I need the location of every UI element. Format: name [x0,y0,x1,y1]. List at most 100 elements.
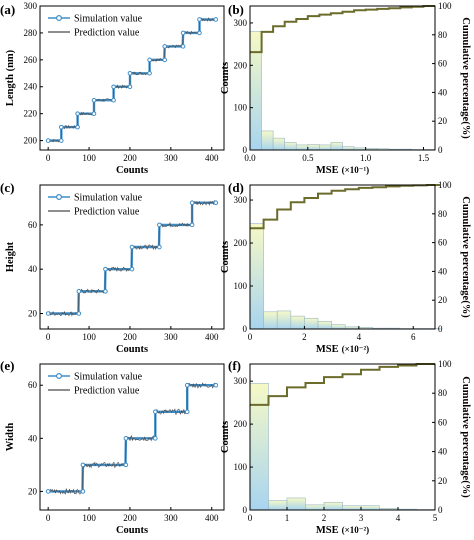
x-tick-label: 0.5 [302,153,314,163]
panel-label: (e) [0,358,14,373]
x-axis-label: Counts [116,165,148,176]
simulation-point [147,70,152,76]
simulation-point [153,409,158,415]
histogram-bar [290,315,305,330]
x-axis-label-scale: (×10⁻²) [342,525,370,535]
y2-tick-label: 40 [438,87,448,97]
x-axis-label-text: MSE [316,525,339,536]
y-tick-label: 300 [24,1,38,11]
x-tick-label: 300 [164,513,178,523]
x-tick-label: 4 [396,513,401,523]
x-tick-label: 5 [433,513,438,523]
x-tick-label: 400 [205,153,219,163]
histogram-bar [342,505,362,511]
y-tick-label: 260 [24,55,38,65]
simulation-point [197,17,202,22]
simulation-point [91,111,97,116]
simulation-point [189,222,195,228]
cumulative-line [250,363,435,406]
x-axis-label: Counts [116,344,148,355]
plot-background [250,185,435,329]
simulation-point [75,124,80,130]
y2-tick-label: 100 [438,180,452,190]
x-tick-label: 200 [123,332,137,342]
histogram-bar [261,130,274,151]
y2-tick-label: 60 [438,238,448,248]
histogram-bar [323,501,343,511]
histogram-bar [305,504,325,511]
histogram-bar [307,144,320,151]
x-axis-label: Counts [116,525,148,536]
legend-prediction-label: Prediction value [74,28,140,39]
y2-tick-label: 80 [438,30,448,40]
histogram-bar [284,142,297,151]
simulation-point [103,266,108,272]
y-tick-label: 20 [28,486,38,496]
y-tick-label: 240 [24,82,38,92]
histogram-bar [272,137,285,151]
y-tick-label: 0 [243,324,248,334]
simulation-point [123,462,129,468]
y2-tick-label: 100 [438,359,452,369]
simulation-point [162,57,168,63]
y-tick-label: 200 [234,60,248,70]
x-tick-label: 0.0 [244,153,256,163]
y-tick-label: 200 [24,136,38,146]
simulation-point [189,200,195,206]
simulation-point [80,489,86,494]
simulation-point [58,138,64,143]
histogram-bar [331,324,346,330]
simulation-point [75,111,80,116]
legend-simulation-label: Simulation value [74,193,143,204]
y-tick-label: 100 [234,103,248,113]
histogram-bar [249,31,262,151]
simulation-point [184,382,190,388]
simulation-point [147,57,152,63]
simulation-point [129,244,135,250]
y-tick-label: 0 [243,505,248,515]
x-tick-label: 100 [82,153,96,163]
simulation-point [129,266,135,272]
y2-tick-label: 100 [438,1,452,11]
y-axis-label: Height [5,241,16,272]
simulation-point [91,97,97,103]
y-axis-label: Width [5,423,16,452]
x-axis-label: MSE (×10⁻²) [316,525,369,536]
simulation-point [180,44,186,49]
y-tick-label: 20 [28,308,38,318]
simulation-point [58,124,64,130]
y-axis-label: Length (nm) [5,49,16,106]
x-tick-label: 1.5 [418,153,430,163]
histogram-bar [286,497,306,511]
cumulative-line [250,184,441,230]
panel-label: (a) [0,2,15,17]
histogram-bar [342,146,355,151]
y2-tick-label: 80 [438,388,448,398]
y-tick-label: 220 [24,109,38,119]
y2-tick-label: 60 [438,417,448,427]
histogram-bar [319,144,332,151]
y-axis-label: Counts [220,62,231,94]
x-tick-label: 2 [322,513,327,523]
x-tick-label: 1 [285,513,290,523]
y-tick-label: 60 [28,380,38,390]
x-axis-label: MSE (×10⁻¹) [316,165,369,176]
legend-simulation-label: Simulation value [74,372,143,383]
panel-e: (e) 0 100 200 300 400 20 40 60 Counts Width Simulat… [0,358,225,536]
histogram-bar [263,311,278,330]
x-axis-label-text: MSE [316,344,339,355]
x-tick-label: 300 [164,153,178,163]
simulation-point [45,138,51,143]
simulation-point [80,462,86,468]
simulation-point [45,489,51,494]
simulation-point [162,44,168,49]
y-tick-label: 0 [243,145,248,155]
y-tick-label: 100 [234,462,248,472]
y2-tick-label: 80 [438,209,448,219]
legend-simulation-marker [55,194,62,201]
simulation-point [157,244,162,250]
histogram-bar [276,310,292,330]
histogram-bar [360,505,380,511]
histogram-bar [268,500,288,511]
